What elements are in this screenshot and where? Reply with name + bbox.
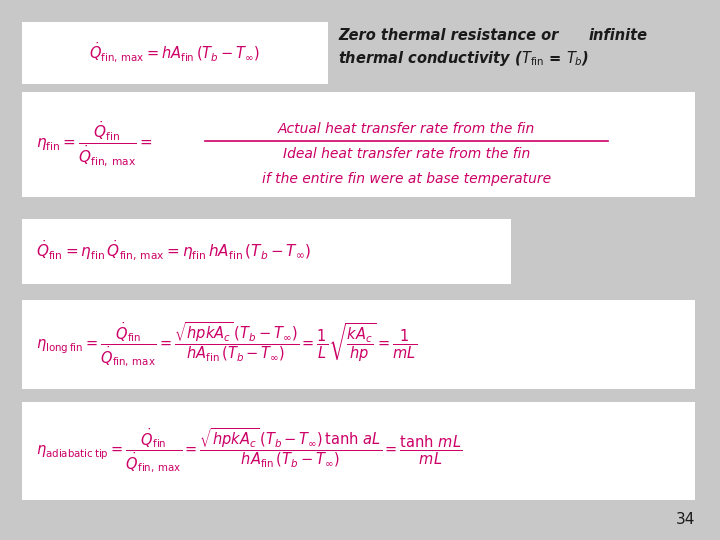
Text: if the entire fin were at base temperature: if the entire fin were at base temperatu… <box>262 172 552 186</box>
FancyBboxPatch shape <box>22 92 695 197</box>
FancyBboxPatch shape <box>22 219 511 284</box>
Text: $\dot{Q}_{\mathrm{fin,\,max}} = hA_{\mathrm{fin}}\,(T_b - T_\infty)$: $\dot{Q}_{\mathrm{fin,\,max}} = hA_{\mat… <box>89 41 260 65</box>
FancyBboxPatch shape <box>22 402 695 500</box>
FancyBboxPatch shape <box>22 22 328 84</box>
FancyBboxPatch shape <box>22 300 695 389</box>
Text: infinite: infinite <box>588 28 647 43</box>
Text: $\eta_{\mathrm{fin}} = \dfrac{\dot{Q}_{\mathrm{fin}}}{\dot{Q}_{\mathrm{fin,\,max: $\eta_{\mathrm{fin}} = \dfrac{\dot{Q}_{\… <box>36 120 153 168</box>
Text: Actual heat transfer rate from the fin: Actual heat transfer rate from the fin <box>278 122 536 136</box>
Text: $\eta_{\mathrm{long\,fin}} = \dfrac{\dot{Q}_{\mathrm{fin}}}{\dot{Q}_{\mathrm{fin: $\eta_{\mathrm{long\,fin}} = \dfrac{\dot… <box>36 320 417 369</box>
Text: 34: 34 <box>675 511 695 526</box>
Text: Ideal heat transfer rate from the fin: Ideal heat transfer rate from the fin <box>283 147 531 161</box>
Text: $\eta_{\mathrm{adiabatic\,tip}} = \dfrac{\dot{Q}_{\mathrm{fin}}}{\dot{Q}_{\mathr: $\eta_{\mathrm{adiabatic\,tip}} = \dfrac… <box>36 427 462 475</box>
Text: $\dot{Q}_{\mathrm{fin}} = \eta_{\mathrm{fin}}\,\dot{Q}_{\mathrm{fin,\,max}} = \e: $\dot{Q}_{\mathrm{fin}} = \eta_{\mathrm{… <box>36 239 311 263</box>
Text: Zero thermal resistance or: Zero thermal resistance or <box>338 28 564 43</box>
Text: thermal conductivity ($T_{\mathrm{fin}}$ = $T_b$): thermal conductivity ($T_{\mathrm{fin}}$… <box>338 49 590 68</box>
